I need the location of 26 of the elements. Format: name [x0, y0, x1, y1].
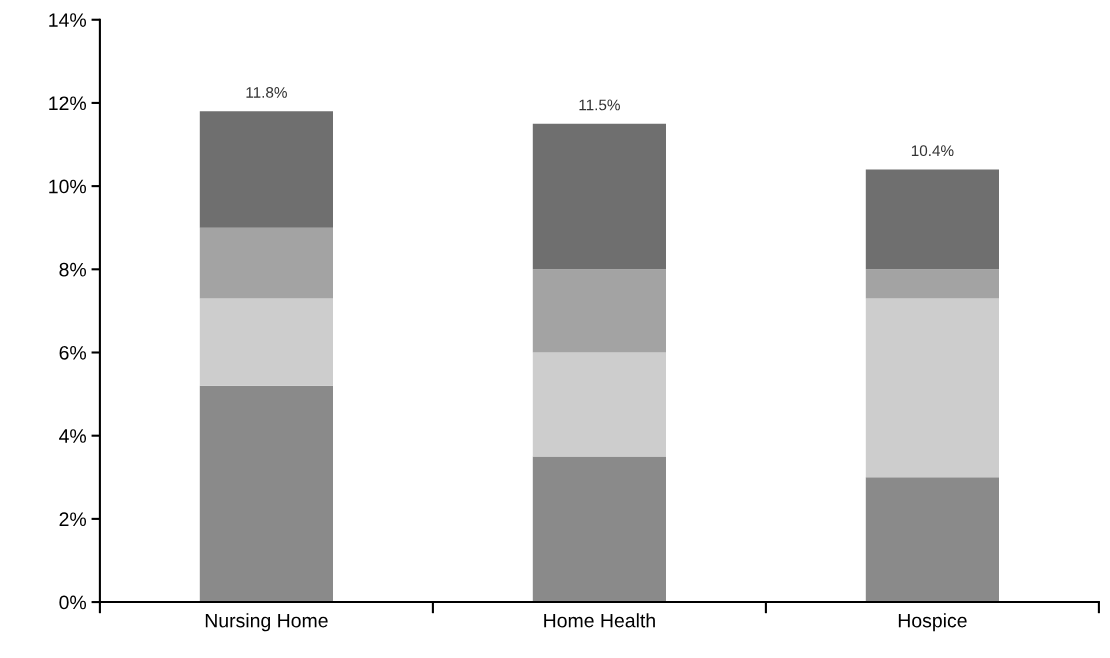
bar — [199, 111, 333, 228]
x-tick-label: Hospice — [898, 613, 967, 632]
y-tick-label: 0% — [59, 595, 87, 610]
total-label: 11.5% — [579, 99, 620, 111]
x-tick-label: Home Health — [544, 613, 655, 628]
y-tick-label: 14% — [49, 13, 87, 27]
y-tick-label: 8% — [59, 262, 87, 277]
bar — [532, 123, 666, 270]
total-label: 10.4% — [911, 145, 954, 157]
y-tick-label: 10% — [49, 179, 87, 194]
y-tick-label: 4% — [59, 429, 87, 443]
bar — [199, 385, 333, 603]
bar — [532, 456, 666, 603]
total-label: 11.8% — [246, 87, 287, 98]
y-tick-label: 2% — [59, 512, 87, 527]
x-tick-label: Nursing Home — [205, 613, 328, 632]
bar — [199, 227, 333, 299]
bar — [865, 169, 999, 270]
y-tick-label: 12% — [49, 96, 87, 111]
y-tick-label: 6% — [59, 345, 87, 360]
bar — [532, 352, 666, 457]
bar — [865, 269, 999, 299]
bar — [865, 298, 999, 478]
bar — [199, 298, 333, 386]
bar — [865, 477, 999, 603]
bar — [532, 269, 666, 353]
